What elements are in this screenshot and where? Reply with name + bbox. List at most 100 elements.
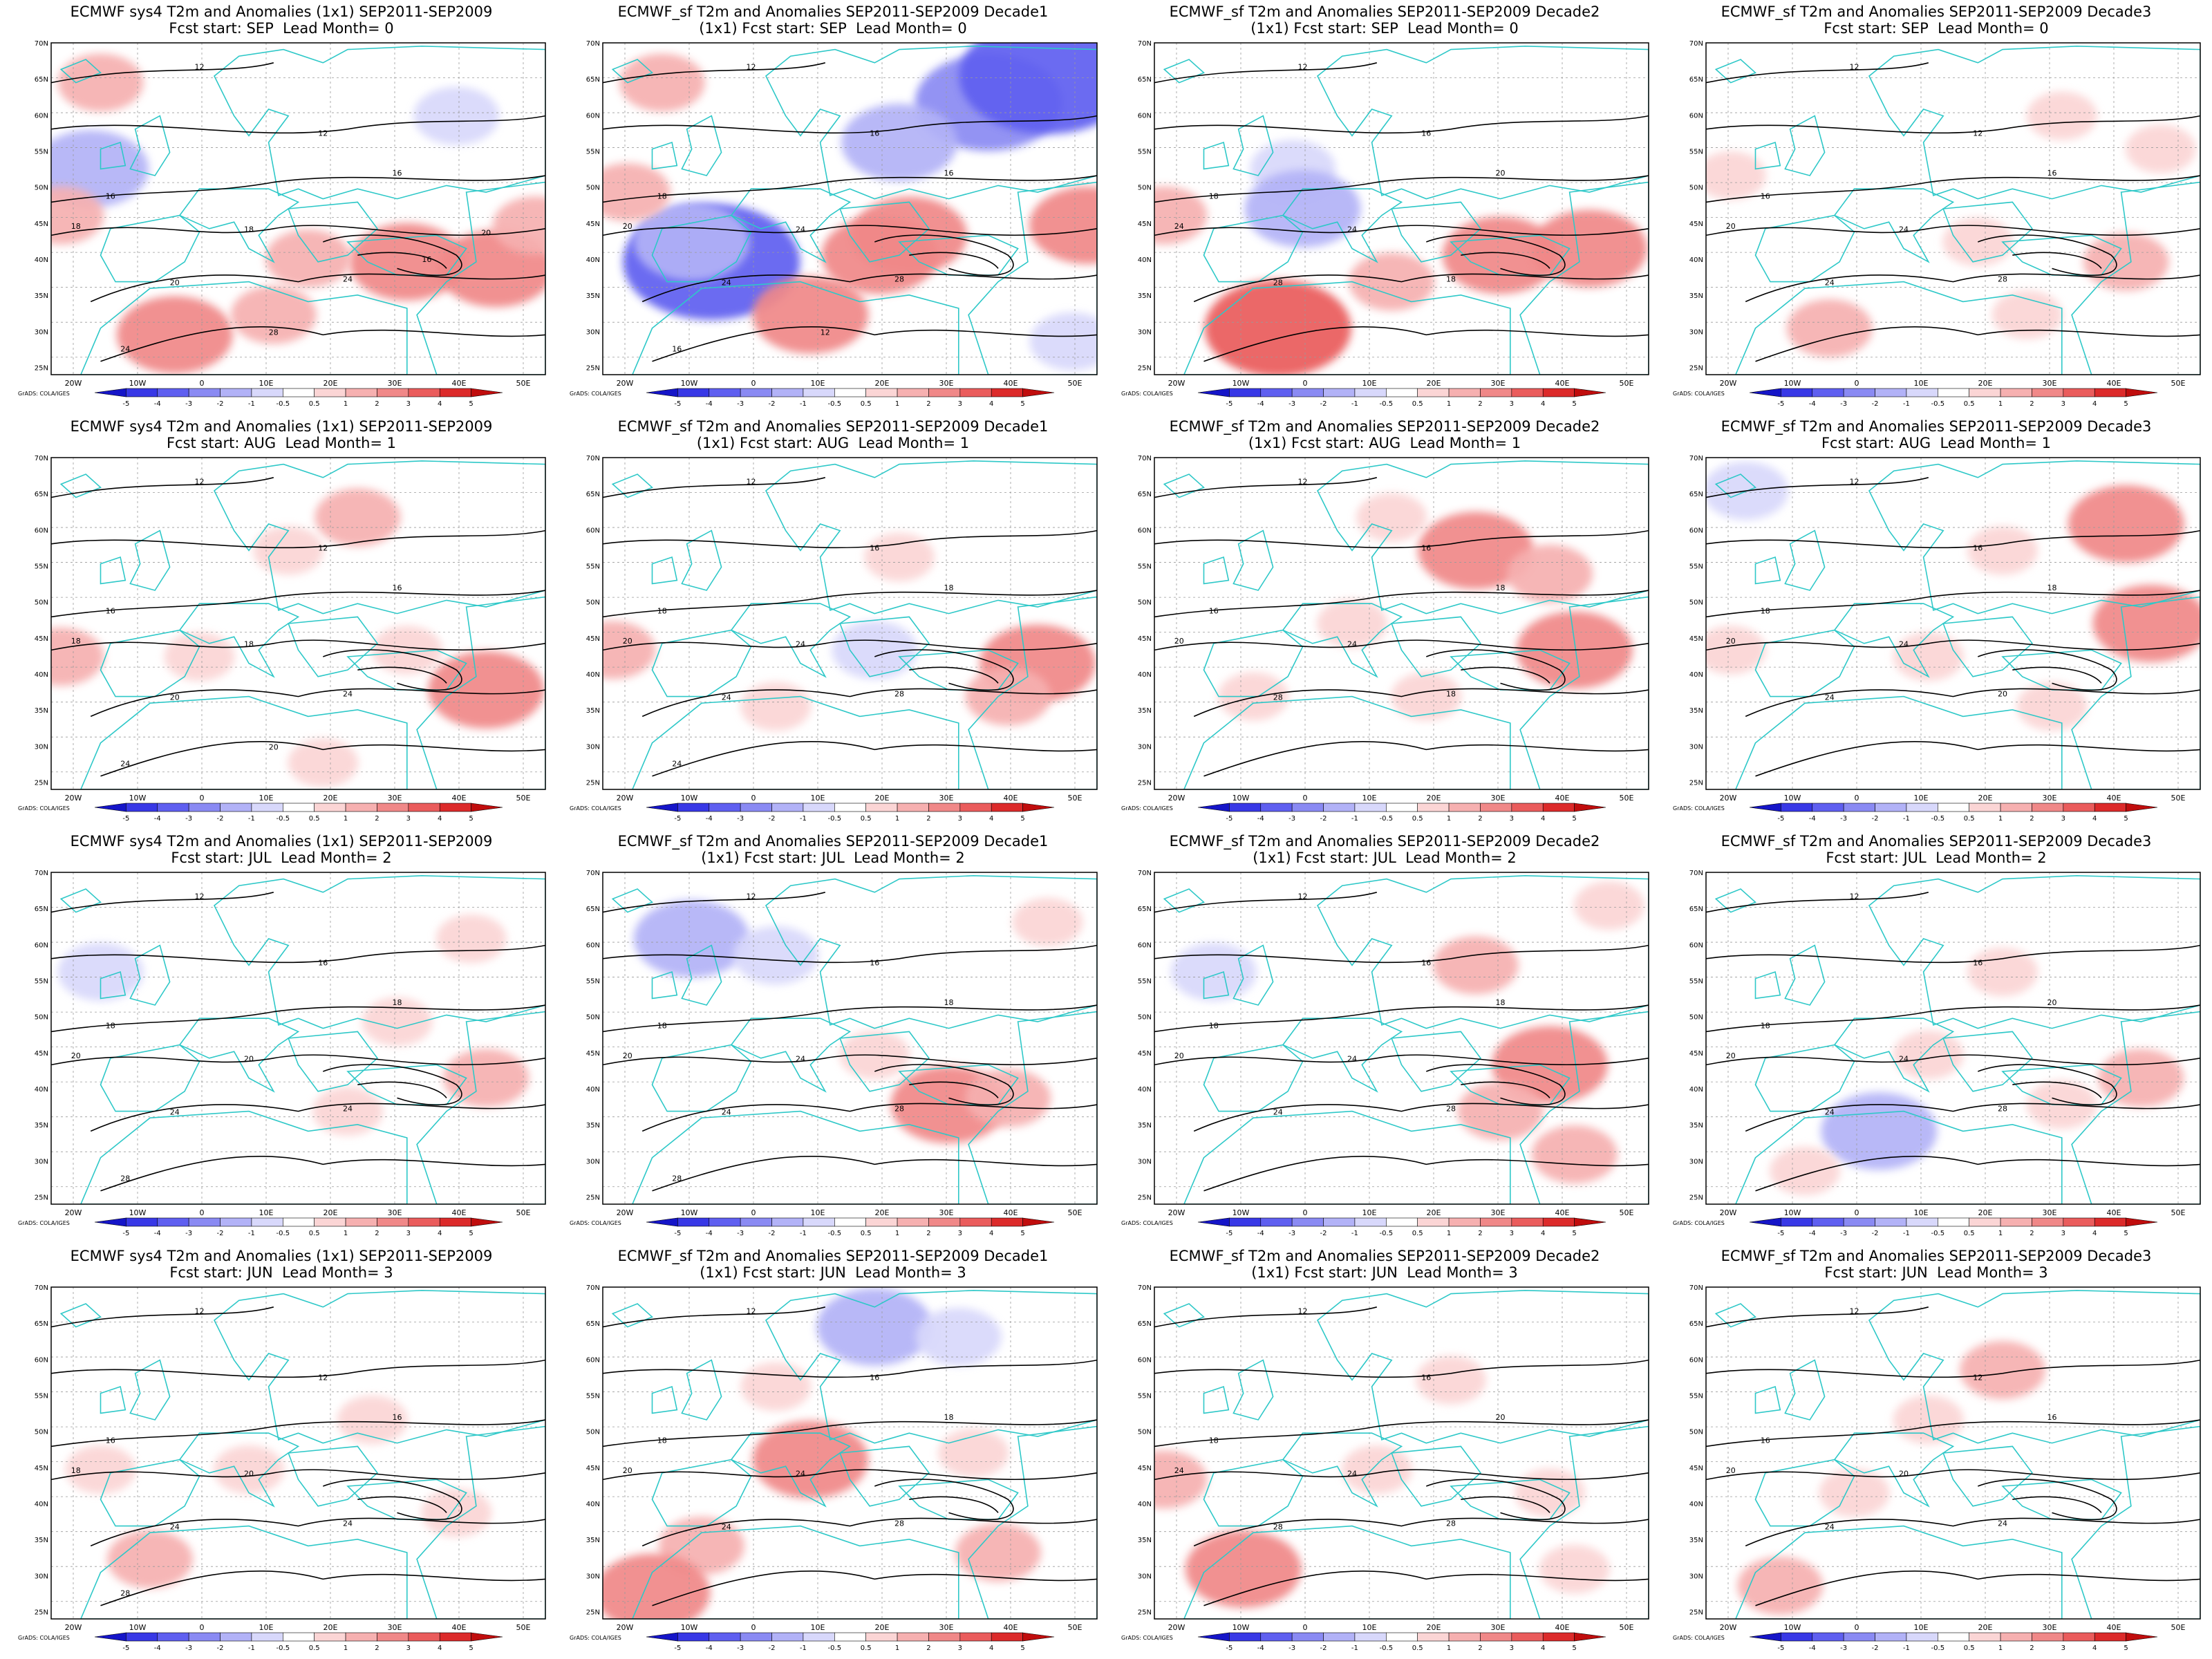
coastline	[129, 529, 171, 591]
latitude-label: 45N	[586, 221, 600, 228]
coastline	[80, 1525, 408, 1619]
grads-credit: GrADS: COLA/IGES	[1121, 1635, 1173, 1641]
coastline	[1316, 45, 1649, 200]
panel-title: ECMWF_sf T2m and Anomalies SEP2011-SEP20…	[617, 1248, 1049, 1264]
latitude-label: 45N	[1138, 1465, 1152, 1472]
colorbar-tick-label: 0.5	[309, 400, 320, 408]
coastline	[1163, 888, 1205, 913]
longitude-label: 30E	[1491, 794, 1506, 802]
colorbar-tick-label: 0.5	[1964, 815, 1975, 823]
colorbar: -5 -4 -3 -2 -1 -0.5 0.5 1 2 3 4 5 GrADS: COLA/IGES	[1121, 803, 1606, 823]
temperature-contour	[357, 1081, 447, 1098]
coastline	[59, 474, 102, 498]
warm-anomaly-area	[752, 1421, 869, 1499]
temperature-contour	[100, 326, 545, 362]
warm-anomaly-area	[51, 186, 104, 245]
colorbar-swatch	[188, 1217, 221, 1227]
grads-credit: GrADS: COLA/IGES	[1121, 805, 1173, 812]
contour-label: 16	[944, 169, 954, 178]
colorbar-swatch	[740, 1217, 772, 1227]
contour-label: 20	[481, 228, 491, 237]
colorbar-swatch	[897, 388, 929, 397]
colorbar-tick-label: -2	[1872, 1230, 1879, 1237]
colorbar-tick-label: -2	[769, 815, 776, 823]
panel-subtitle: (1x1) Fcst start: SEP Lead Month= 0	[1250, 20, 1519, 37]
latitude-label: 35N	[586, 707, 600, 715]
latitude-label: 45N	[1689, 221, 1703, 228]
longitude-label: 30E	[939, 1623, 954, 1631]
colorbar-swatch	[834, 803, 866, 812]
latitude-label: 25N	[35, 780, 48, 787]
colorbar-swatch	[1386, 1632, 1418, 1642]
coastline	[651, 1044, 752, 1112]
warm-anomaly-area	[1507, 545, 1593, 603]
grads-credit: GrADS: COLA/IGES	[1673, 1635, 1725, 1641]
latitude-label: 30N	[1138, 743, 1152, 751]
colorbar-swatch	[251, 388, 283, 397]
latitude-label: 45N	[35, 635, 48, 643]
cold-anomaly-area	[959, 43, 1097, 134]
colorbar-tick-label: 4	[2092, 815, 2097, 823]
colorbar-swatch	[220, 388, 252, 397]
coastline	[416, 1425, 545, 1619]
colorbar-tick-label: -5	[1777, 815, 1784, 823]
coastline	[1784, 115, 1826, 176]
latitude-label: 40N	[35, 256, 48, 264]
longitude-label: 40E	[1555, 379, 1570, 387]
longitude-label: 20W	[1720, 1208, 1737, 1217]
temperature-contour	[51, 1054, 545, 1066]
longitude-label: 30E	[2043, 1623, 2057, 1631]
temperature-contour	[2012, 1081, 2102, 1098]
contour-label: 24	[722, 693, 731, 702]
latitude-label: 65N	[1689, 906, 1703, 913]
colorbar-swatch	[1938, 388, 1969, 397]
latitude-label: 60N	[586, 941, 600, 949]
colorbar-swatch	[677, 1217, 710, 1227]
temperature-contour	[1706, 477, 1929, 498]
colorbar-tick-label: 4	[1541, 815, 1545, 823]
coastline	[213, 45, 545, 200]
coastline	[100, 1044, 200, 1112]
contour-label: 16	[1421, 958, 1431, 967]
longitude-label: 30E	[388, 1208, 402, 1217]
temperature-contour	[1745, 1103, 2200, 1132]
temperature-contour	[1154, 62, 1378, 84]
colorbar-tick-label: -1	[800, 1644, 807, 1652]
longitude-label: 40E	[2107, 794, 2121, 802]
coastline	[1282, 1432, 1403, 1508]
contour-label: 18	[71, 1466, 81, 1475]
colorbar-swatch	[928, 1632, 961, 1642]
panel-subtitle: (1x1) Fcst start: JUL Lead Month= 2	[701, 850, 965, 866]
coastline	[1183, 281, 1511, 375]
contour-label: 18	[1496, 583, 1506, 592]
cold-anomaly-area	[832, 621, 918, 679]
colorbar-tick-label: 5	[1572, 400, 1576, 408]
colorbar-swatch	[2032, 803, 2064, 812]
map-panel: ECMWF_sf T2m and Anomalies SEP2011-SEP20…	[1670, 830, 2202, 1244]
colorbar-tick-label: 5	[2124, 1644, 2128, 1652]
colorbar-tick-label: -1	[800, 400, 807, 408]
latitude-label: 40N	[35, 1086, 48, 1094]
longitude-label: 0	[200, 1208, 205, 1217]
colorbar-tick-label: -4	[1257, 815, 1264, 823]
temperature-contour	[1193, 688, 1649, 718]
contour-label: 28	[672, 1174, 682, 1183]
contour-label: 24	[1899, 640, 1909, 649]
contour-label: 24	[1899, 1055, 1909, 1064]
contour-label: 18	[71, 637, 81, 646]
panel-subtitle: Fcst start: SEP Lead Month= 0	[169, 20, 394, 37]
cold-anomaly-area	[1819, 715, 1890, 764]
latitude-label: 35N	[1689, 1122, 1703, 1130]
contour-label: 24	[1273, 1107, 1283, 1116]
temperature-contour	[603, 1469, 1097, 1481]
latitude-label: 60N	[1689, 112, 1703, 120]
colorbar-tick-label: 0.5	[1412, 1230, 1423, 1237]
temperature-contour	[603, 225, 1097, 236]
latitude-label: 30N	[586, 328, 600, 336]
colorbar-swatch	[709, 1217, 741, 1227]
coastline	[1754, 1459, 1855, 1527]
colorbar-tick-label: 0.5	[861, 1230, 872, 1237]
colorbar-swatch	[283, 1632, 315, 1642]
colorbar-tick-label: -5	[122, 400, 129, 408]
coastline	[80, 281, 408, 375]
